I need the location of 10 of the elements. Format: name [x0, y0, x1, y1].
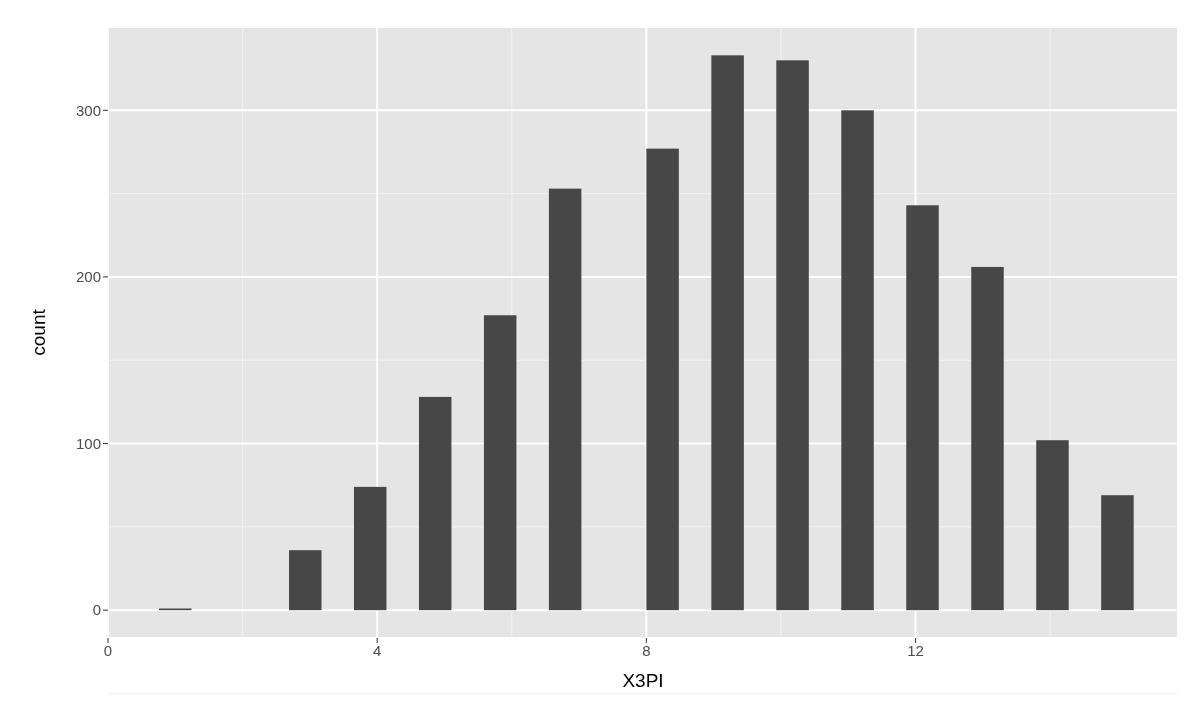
y-tick-label: 0 — [92, 601, 101, 619]
x-tick-label: 12 — [907, 641, 924, 659]
x-tick-label: 4 — [373, 641, 382, 659]
x-tick-label: 8 — [642, 641, 651, 659]
x-axis-title: X3PI — [622, 670, 664, 691]
y-tick-label: 100 — [75, 434, 101, 452]
y-tick-label: 200 — [75, 268, 101, 286]
x-tick-label: 0 — [103, 641, 113, 659]
y-axis-title: count — [27, 308, 49, 356]
y-tick-label: 300 — [75, 101, 101, 119]
